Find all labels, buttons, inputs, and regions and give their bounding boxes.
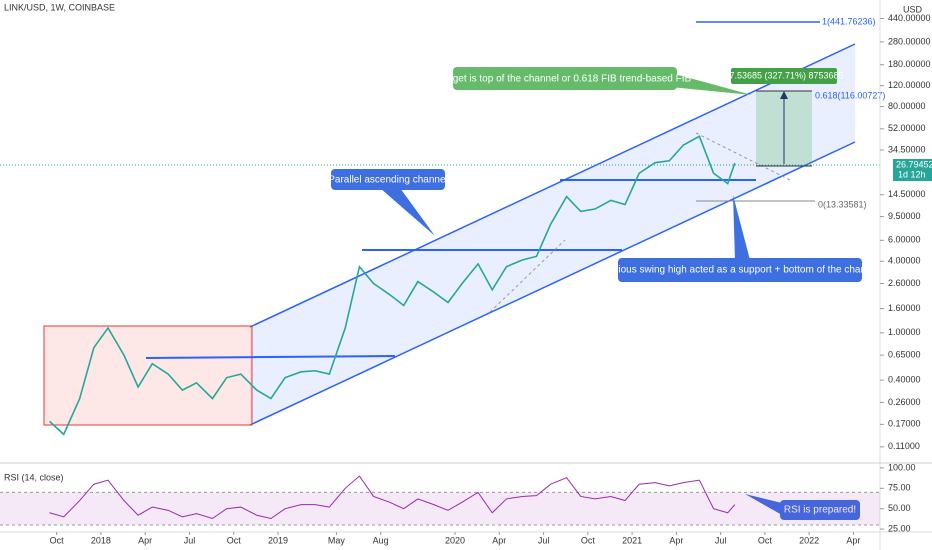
x-tick-label: Oct: [227, 535, 242, 545]
x-tick-label: Jul: [538, 535, 550, 545]
y-tick-label: 6.00000: [888, 235, 921, 245]
y-tick-label: 0.17000: [888, 419, 921, 429]
currency: USD: [903, 4, 923, 14]
callout-text: Previous swing high acted as a support +…: [598, 265, 882, 276]
rsi-band: [0, 492, 880, 526]
y-tick-label: 180.00000: [888, 59, 931, 69]
x-tick-label: 2018: [91, 535, 111, 545]
fib-label: 0.618(116.00727): [815, 90, 885, 100]
y-tick-label: 0.40000: [888, 375, 921, 385]
x-tick-label: 2019: [268, 535, 288, 545]
price-label-box: [893, 159, 932, 181]
fib-label: 0(13.33581): [818, 199, 867, 209]
callout-text: Target is top of the channel or 0.618 FI…: [439, 74, 692, 85]
target-label: 87.53685 (327.71%) 8753685: [724, 70, 843, 80]
y-tick-label: 75.00: [888, 483, 911, 493]
y-tick-label: 100.00: [888, 462, 916, 472]
x-tick-label: Apr: [846, 535, 860, 545]
x-tick-label: Oct: [581, 535, 596, 545]
x-tick-label: Oct: [50, 535, 65, 545]
callout: [331, 169, 445, 190]
y-tick-label: 52.00000: [888, 123, 926, 133]
chart-title: LINK/USD, 1W, COINBASE: [4, 2, 115, 12]
callout-text: RSI is prepared!: [784, 505, 856, 516]
y-tick-label: 2.60000: [888, 278, 921, 288]
trend-dashed: [489, 239, 566, 313]
y-tick-label: 14.50000: [888, 189, 926, 199]
price-label: 26.79452: [896, 159, 932, 169]
level-line: [145, 355, 396, 359]
x-tick-label: 2022: [799, 535, 819, 545]
y-tick-label: 0.11000: [888, 441, 920, 451]
y-tick-label: 0.65000: [888, 349, 921, 359]
callout-pointer: [745, 494, 782, 515]
x-tick-label: Oct: [758, 535, 773, 545]
rsi-title: RSI (14, close): [4, 472, 64, 482]
y-tick-label: 50.00: [888, 503, 911, 513]
callout: [453, 67, 677, 90]
target-label-box: [731, 68, 837, 84]
countdown: 1d 12h: [898, 169, 926, 179]
x-tick-label: Jul: [184, 535, 196, 545]
series-line: [49, 475, 736, 520]
x-tick-label: Jul: [715, 535, 727, 545]
callout-pointer: [380, 188, 435, 236]
y-tick-label: 25.00: [888, 523, 911, 533]
x-tick-label: Apr: [138, 535, 152, 545]
x-tick-label: 2020: [445, 535, 465, 545]
series-line: [49, 135, 736, 436]
y-tick-label: 9.50000: [888, 211, 921, 221]
x-tick-label: Apr: [669, 535, 683, 545]
x-tick-label: May: [328, 535, 346, 545]
callout-pointer: [660, 70, 752, 95]
y-tick-label: 0.26000: [888, 397, 921, 407]
callout: [780, 500, 860, 520]
y-tick-label: 80.00000: [888, 101, 926, 111]
channel-fill: [250, 44, 855, 425]
fib-label: 1(441.76236): [822, 16, 876, 26]
callout: [618, 258, 862, 282]
arrow-head: [780, 91, 788, 99]
y-tick-label: 280.00000: [888, 36, 931, 46]
x-tick-label: 2021: [622, 535, 642, 545]
channel-upper: [249, 43, 856, 328]
y-tick-label: 1.00000: [888, 327, 921, 337]
y-tick-label: 120.00000: [888, 80, 931, 90]
x-tick-label: Apr: [492, 535, 506, 545]
y-tick-label: 1.60000: [888, 303, 921, 313]
y-tick-label: 4.00000: [888, 256, 921, 266]
range-box: [43, 325, 253, 426]
channel-lower: [249, 141, 856, 426]
x-tick-label: Aug: [373, 535, 389, 545]
y-tick-label: 34.50000: [888, 144, 926, 154]
callout-pointer: [733, 195, 750, 260]
callout-text: Parallel ascending channel: [328, 175, 448, 186]
y-tick-label: 440.00000: [888, 13, 931, 23]
